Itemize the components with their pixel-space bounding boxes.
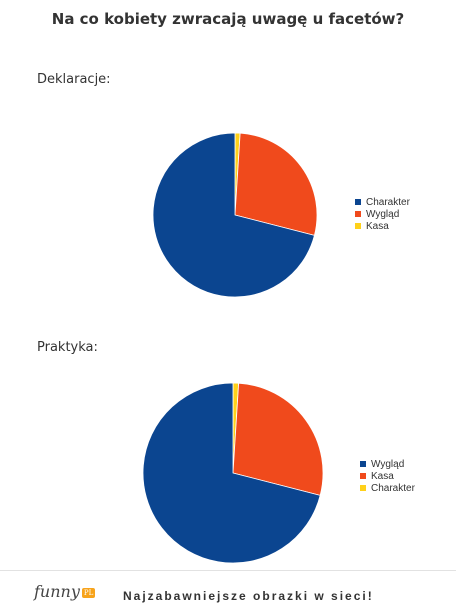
page-title: Na co kobiety zwracają uwagę u facetów? bbox=[51, 10, 405, 28]
legend-label: Charakter bbox=[371, 482, 415, 494]
pie-chart-praktyka bbox=[142, 382, 324, 564]
footer-slogan: Najzabawniejsze obrazki w sieci! bbox=[123, 589, 374, 603]
pie-chart-deklaracje bbox=[152, 132, 318, 298]
legend-swatch bbox=[355, 223, 361, 229]
pie-slice-wygląd bbox=[234, 132, 318, 236]
legend-item: Wygląd bbox=[355, 208, 410, 220]
legend-label: Wygląd bbox=[371, 458, 405, 470]
legend-label: Kasa bbox=[366, 220, 389, 232]
legend-label: Kasa bbox=[371, 470, 394, 482]
chart1-label: Deklaracje: bbox=[37, 72, 111, 87]
legend-praktyka: Wygląd Kasa Charakter bbox=[360, 458, 415, 494]
pie-slice-kasa bbox=[232, 382, 324, 496]
legend-item: Charakter bbox=[355, 196, 410, 208]
legend-swatch bbox=[360, 473, 366, 479]
logo-text: funny bbox=[34, 582, 80, 601]
legend-item: Wygląd bbox=[360, 458, 415, 470]
pie-slice-wygląd bbox=[142, 382, 321, 564]
legend-label: Wygląd bbox=[366, 208, 400, 220]
legend-item: Kasa bbox=[355, 220, 410, 232]
legend-swatch bbox=[360, 461, 366, 467]
legend-deklaracje: Charakter Wygląd Kasa bbox=[355, 196, 410, 232]
logo-badge: PL bbox=[81, 587, 96, 598]
legend-swatch bbox=[355, 199, 361, 205]
legend-item: Kasa bbox=[360, 470, 415, 482]
legend-swatch bbox=[355, 211, 361, 217]
pie-slice-charakter bbox=[152, 132, 315, 298]
footer-divider bbox=[0, 570, 456, 571]
site-logo[interactable]: funny PL bbox=[34, 582, 96, 601]
legend-label: Charakter bbox=[366, 196, 410, 208]
legend-item: Charakter bbox=[360, 482, 415, 494]
chart2-label: Praktyka: bbox=[37, 340, 98, 355]
legend-swatch bbox=[360, 485, 366, 491]
